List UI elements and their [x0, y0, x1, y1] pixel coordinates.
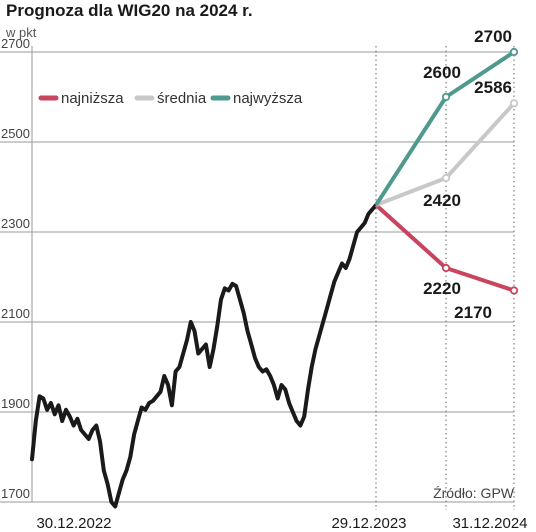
legend: najniższa średnia najwyższa	[38, 90, 303, 107]
grid	[0, 46, 514, 503]
x-tick-label: 29.12.2023	[331, 515, 406, 532]
date-markers	[375, 46, 515, 510]
unit-label: w pkt	[5, 25, 37, 40]
data-label: 2420	[423, 191, 461, 210]
data-label: 2700	[474, 27, 512, 46]
forecast-point	[441, 263, 451, 273]
y-tick-label: 2500	[1, 126, 30, 141]
y-tick-label: 2300	[1, 216, 30, 231]
y-tick-label: 1700	[1, 486, 30, 501]
x-axis: 30.12.2022 29.12.2023 31.12.2024	[36, 515, 527, 532]
y-axis: 1700 1900 2100 2300 2500 2700	[1, 36, 30, 501]
data-label: 2170	[454, 303, 492, 322]
legend-label: najwyższa	[233, 90, 303, 107]
x-tick-label: 30.12.2022	[36, 515, 111, 532]
forecast-line-0	[374, 203, 515, 293]
legend-label: średnia	[157, 90, 207, 107]
forecast-series	[374, 47, 519, 295]
source-note: Źródło: GPW	[433, 485, 515, 501]
data-label: 2586	[474, 78, 512, 97]
data-label: 2220	[423, 279, 461, 298]
data-labels: 2220 2170 2420 2586 2600 2700	[423, 27, 512, 322]
forecast-line-1	[375, 101, 516, 207]
y-tick-label: 2100	[1, 306, 30, 321]
y-tick-label: 2700	[1, 36, 30, 51]
chart-title: Prognoza dla WIG20 na 2024 r.	[6, 1, 253, 20]
forecast-point	[441, 92, 451, 102]
forecast-point	[509, 99, 519, 108]
forecast-point	[509, 286, 519, 295]
data-label: 2600	[423, 63, 461, 82]
history-series	[30, 203, 378, 509]
y-tick-label: 1900	[1, 396, 30, 411]
x-tick-label: 31.12.2024	[452, 515, 527, 532]
legend-label: najniższa	[61, 90, 124, 107]
forecast-point	[509, 47, 519, 57]
history-line	[30, 203, 378, 509]
forecast-point	[441, 173, 451, 183]
